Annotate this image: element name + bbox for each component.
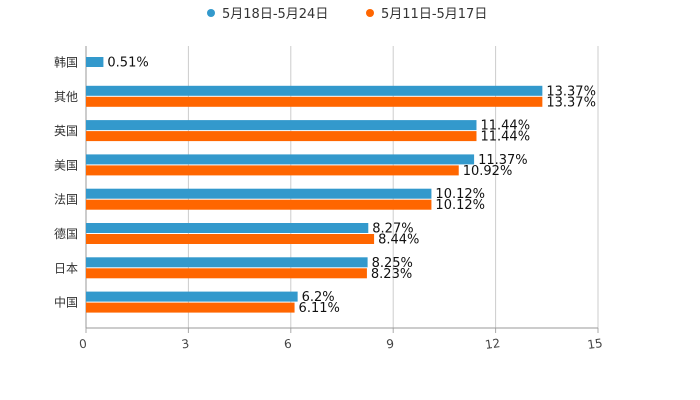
data-label: 11.44%: [480, 130, 530, 145]
legend-marker: [207, 8, 215, 17]
legend: 5月18日-5月24日 5月11日-5月17日: [0, 3, 700, 23]
bar: [86, 120, 477, 131]
category-label: 英国: [54, 124, 78, 138]
bar: [86, 234, 375, 244]
legend-label: 5月18日-5月24日: [222, 7, 329, 22]
legend-item[interactable]: 5月18日-5月24日: [207, 3, 328, 22]
category-label: 德国: [54, 226, 78, 241]
bar: [86, 154, 475, 165]
bar: [86, 268, 367, 279]
x-tick-label: 12: [484, 336, 501, 352]
x-tick-label: 15: [586, 336, 603, 352]
data-label: 10.12%: [435, 187, 485, 202]
legend-item[interactable]: 5月11日-5月17日: [366, 3, 487, 22]
category-label: 韩国: [54, 55, 78, 70]
data-label: 6.11%: [299, 301, 340, 316]
bar: [86, 57, 104, 67]
category-label: 美国: [54, 158, 78, 172]
x-tick-label: 0: [78, 337, 88, 352]
bar: [86, 223, 369, 233]
data-label: 10.12%: [435, 198, 485, 213]
x-tick-label: 3: [181, 337, 191, 352]
bar: [86, 131, 477, 142]
data-label: 6.2%: [302, 290, 335, 305]
data-label: 11.37%: [478, 153, 528, 168]
category-label: 其他: [54, 90, 78, 104]
x-tick-label: 9: [385, 337, 395, 352]
bar: [86, 291, 298, 302]
data-label: 10.92%: [463, 164, 513, 179]
category-label: 日本: [54, 261, 78, 275]
bar: [86, 85, 543, 96]
bar: [86, 96, 543, 107]
bar: [86, 199, 432, 210]
legend-marker: [366, 8, 374, 17]
data-label: 11.44%: [480, 119, 530, 134]
data-label: 0.51%: [107, 56, 148, 71]
bar: [86, 165, 459, 176]
category-label: 中国: [54, 295, 78, 310]
bar: [86, 257, 368, 268]
data-label: 13.37%: [546, 95, 596, 110]
x-tick-label: 6: [283, 337, 293, 352]
data-label: 8.27%: [372, 222, 413, 237]
data-label: 13.37%: [546, 84, 596, 99]
data-label: 8.44%: [378, 233, 419, 248]
data-label: 8.25%: [372, 256, 413, 271]
data-label: 8.23%: [371, 267, 412, 282]
category-label: 法国: [54, 193, 78, 207]
bar: [86, 302, 295, 313]
bar: [86, 188, 432, 199]
legend-label: 5月11日-5月17日: [381, 7, 488, 22]
